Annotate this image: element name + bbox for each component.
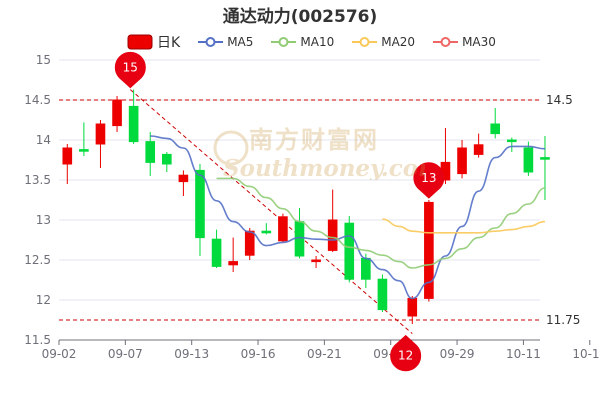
candle-body <box>311 259 321 263</box>
candle-body <box>523 147 534 173</box>
candle-body <box>161 153 172 165</box>
y-tick-label: 12.5 <box>24 253 51 267</box>
candle-body <box>128 105 139 143</box>
candle-body <box>457 147 467 175</box>
series-line-ma5 <box>150 135 545 300</box>
x-tick-label: 10-11 <box>506 347 541 361</box>
y-tick-label: 15 <box>36 53 51 67</box>
reference-line-label: 11.75 <box>546 313 580 327</box>
candle-body <box>95 123 106 145</box>
candle-body <box>424 201 434 299</box>
x-tick-label: 09-07 <box>108 347 143 361</box>
chart-title: 通达动力(002576) <box>222 7 378 27</box>
candle-body <box>228 261 238 266</box>
watermark-logo: 南方财富网 Southmoney.com <box>213 126 425 180</box>
legend-item-ma20[interactable]: MA20 <box>352 35 415 49</box>
candle-body <box>278 216 288 242</box>
watermark-cn: 南方财富网 <box>249 126 379 154</box>
ma10-legend-icon <box>271 37 297 47</box>
candle-body <box>490 123 501 135</box>
pin-marker-label: 12 <box>398 349 413 363</box>
pin-marker <box>413 162 445 199</box>
trend-line <box>129 89 413 334</box>
candle-body <box>407 297 418 317</box>
candle-body <box>473 144 484 155</box>
y-tick-label: 13 <box>36 213 51 227</box>
x-tick-label: 09-16 <box>241 347 276 361</box>
y-tick-label: 11.5 <box>24 333 51 347</box>
watermark-en: Southmoney.com <box>223 155 425 180</box>
reference-line-label: 14.5 <box>546 93 573 107</box>
candle-body <box>344 222 355 280</box>
legend-label-ma10: MA10 <box>300 35 335 49</box>
pin-marker <box>390 334 422 372</box>
legend-label-ma30: MA30 <box>462 35 496 49</box>
legend-label-k: 日K <box>157 35 181 51</box>
candle-body <box>195 169 205 239</box>
candle-body <box>244 230 255 256</box>
series-line-ma10 <box>216 177 546 269</box>
legend-label-ma20: MA20 <box>381 35 416 49</box>
candlestick-legend-icon <box>127 34 153 50</box>
y-tick-label: 14 <box>36 133 51 147</box>
x-tick-label: 09-02 <box>42 347 77 361</box>
x-tick-label: 09-13 <box>174 347 209 361</box>
candle-body <box>540 157 550 160</box>
candle-body <box>506 139 517 143</box>
y-tick-label: 12 <box>36 293 51 307</box>
candle-body <box>145 141 156 163</box>
pin-marker-label: 15 <box>123 61 138 75</box>
candle-body <box>377 278 388 311</box>
pin-marker-label: 13 <box>421 171 436 185</box>
legend-item-ma5[interactable]: MA5 <box>198 35 253 49</box>
candle-body <box>327 219 338 251</box>
candle-body <box>294 221 305 257</box>
pin-marker <box>114 51 146 89</box>
candle-body <box>62 147 73 165</box>
ma30-legend-icon <box>433 37 459 47</box>
candle-body <box>211 238 222 267</box>
legend-label-ma5: MA5 <box>227 35 254 49</box>
legend-item-ma10[interactable]: MA10 <box>271 35 334 49</box>
candle-body <box>261 230 272 234</box>
candle-body <box>361 257 371 280</box>
legend-item-k[interactable]: 日K <box>127 32 180 52</box>
candle-body <box>178 174 189 183</box>
x-tick-label: 09-29 <box>440 347 475 361</box>
y-tick-label: 13.5 <box>24 173 51 187</box>
chart-legend: 日K MA5 MA10 MA20 MA30 <box>127 31 514 53</box>
series-line-ma20 <box>382 218 546 234</box>
candle-body <box>112 99 122 127</box>
candle-body <box>79 149 89 152</box>
x-tick-label: 09-21 <box>307 347 342 361</box>
y-tick-label: 14.5 <box>24 93 51 107</box>
x-tick-label: 10-14 <box>572 347 600 361</box>
ma20-legend-icon <box>352 37 378 47</box>
legend-item-ma30[interactable]: MA30 <box>433 35 496 49</box>
ma5-legend-icon <box>198 37 224 47</box>
